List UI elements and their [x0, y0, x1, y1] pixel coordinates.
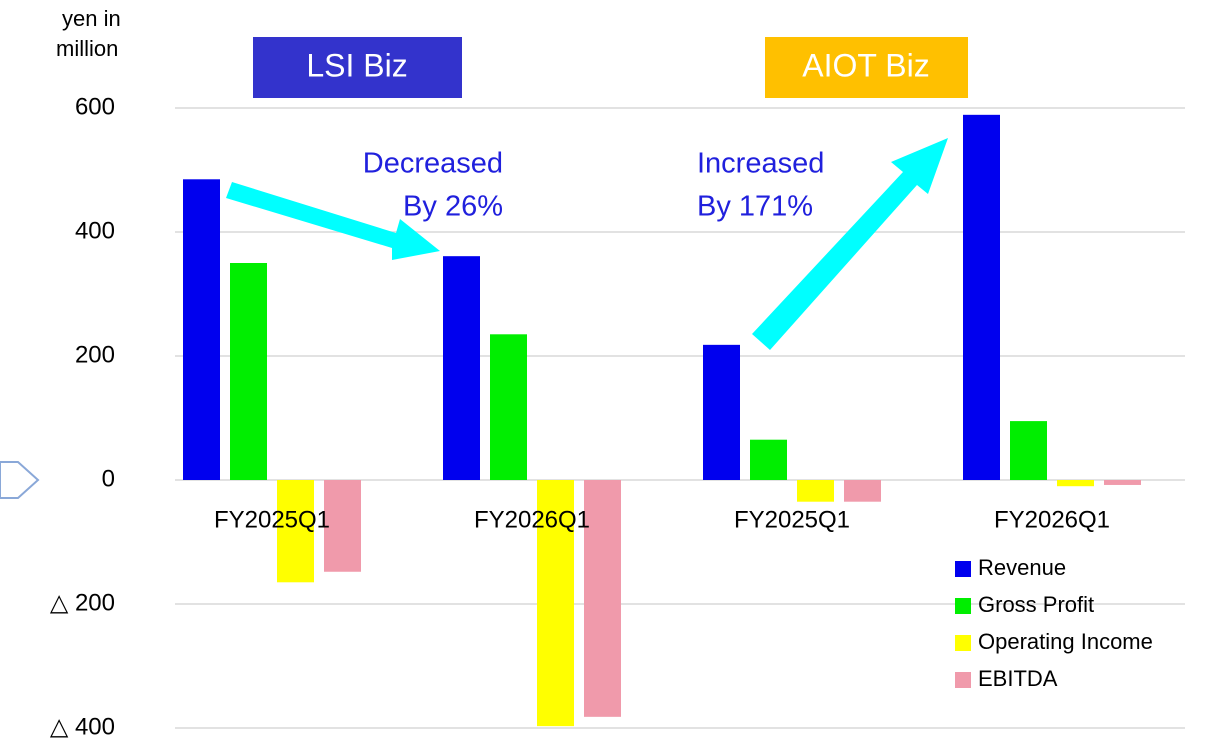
- x-tick-label: FY2026Q1: [474, 506, 590, 533]
- bar: [1010, 421, 1047, 480]
- y-tick-label: △ 400: [50, 713, 115, 740]
- y-axis-label: million: [56, 36, 118, 61]
- legend-label: EBITDA: [978, 666, 1058, 691]
- bar: [277, 480, 314, 583]
- arrow: [752, 138, 948, 350]
- annotation: Increased: [697, 148, 824, 180]
- x-tick-label: FY2026Q1: [994, 506, 1110, 533]
- legend-label: Revenue: [978, 555, 1066, 580]
- legend-swatch: [955, 635, 971, 651]
- plot: △ 400 △ 200 0 200 400 600 FY2025Q1 FY2026Q1 FY20…: [50, 93, 1185, 740]
- x-tick-label: FY2025Q1: [214, 506, 330, 533]
- annotation: By 171%: [697, 191, 813, 223]
- annotation: Decreased: [363, 148, 503, 180]
- segment-box: [765, 37, 968, 98]
- y-tick-label: △ 200: [50, 589, 115, 616]
- bar: [230, 263, 267, 480]
- y-tick-label: 200: [75, 341, 115, 368]
- bar: [537, 480, 574, 727]
- bar: [1104, 480, 1141, 485]
- bar: [584, 480, 621, 717]
- legend-swatch: [955, 598, 971, 614]
- legend-label: Gross Profit: [978, 592, 1094, 617]
- legend-swatch: [955, 672, 971, 688]
- segment-box: [253, 37, 462, 98]
- y-axis-label: yen in: [62, 6, 121, 31]
- decoration: [0, 461, 40, 499]
- legend-swatch: [955, 561, 971, 577]
- legend-label: Operating Income: [978, 629, 1153, 654]
- segment-title: AIOT Biz: [802, 47, 929, 83]
- bar: [750, 439, 787, 480]
- bar: [797, 480, 834, 502]
- arrow: [226, 182, 440, 260]
- bar: [490, 334, 527, 480]
- y-tick-label: 0: [102, 465, 115, 492]
- y-tick-label: 600: [75, 93, 115, 120]
- bar: [844, 480, 881, 502]
- bar: [703, 344, 740, 480]
- bar: [963, 114, 1000, 480]
- y-tick-label: 400: [75, 217, 115, 244]
- annotation: By 26%: [403, 191, 503, 223]
- segment-title: LSI Biz: [306, 47, 407, 83]
- x-tick-label: FY2025Q1: [734, 506, 850, 533]
- bar: [1057, 480, 1094, 487]
- bar: [443, 256, 480, 480]
- bar: [324, 480, 361, 572]
- bar: [183, 179, 220, 481]
